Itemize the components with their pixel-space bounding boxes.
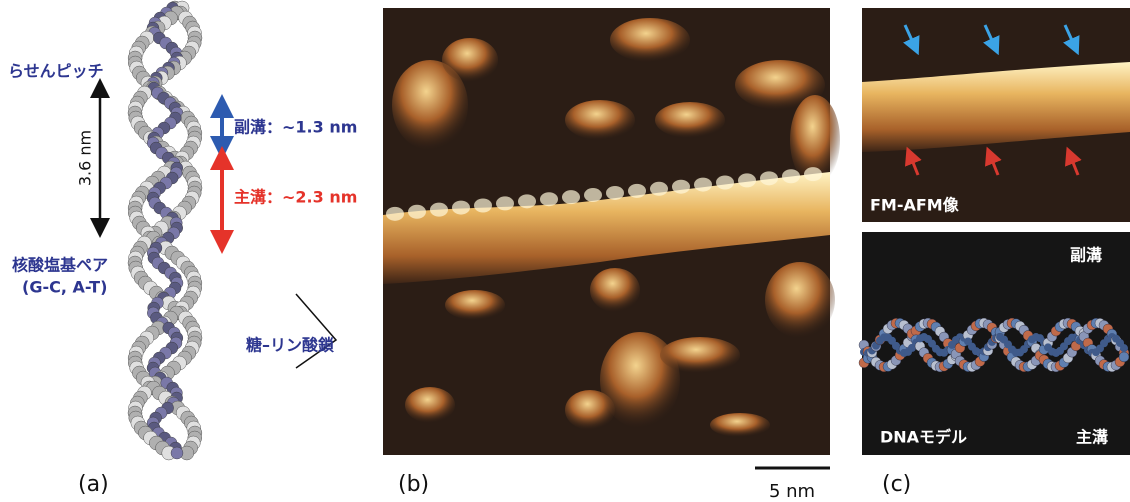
label-helix-pitch: らせんピッチ	[8, 62, 104, 81]
peak	[518, 194, 536, 208]
peak	[562, 190, 580, 204]
peak	[628, 184, 646, 198]
dna-model	[128, 1, 202, 460]
blob	[590, 268, 640, 312]
afm-zoom	[862, 8, 1130, 222]
peak	[782, 169, 800, 183]
label-backbone: 糖–リン酸鎖	[246, 336, 335, 355]
figure: らせんピッチ 3.6 nm 副溝：~1.3 nm 主溝：~2.3 nm 核酸塩基…	[0, 0, 1130, 502]
backbone-bracket	[296, 294, 336, 368]
blob	[565, 390, 615, 430]
blob	[655, 102, 725, 138]
peak	[386, 207, 404, 221]
peak	[804, 167, 822, 181]
scale-bar-label: 5 nm	[769, 481, 815, 502]
label-major-groove: 主溝：~2.3 nm	[234, 188, 357, 207]
blob	[710, 413, 770, 437]
blob	[610, 18, 690, 62]
blob	[405, 387, 455, 423]
atom	[1120, 344, 1128, 352]
peak	[650, 182, 668, 196]
label-pitch-length: 3.6 nm	[76, 130, 95, 186]
peak	[760, 171, 778, 185]
blob	[565, 100, 635, 140]
peak	[738, 173, 756, 187]
label-major-groove-c: 主溝	[1076, 428, 1108, 447]
blob	[765, 262, 835, 338]
label-base-pair-types: (G-C, A-T)	[22, 278, 107, 297]
blob	[660, 337, 740, 373]
blob	[445, 290, 505, 320]
label-afm: FM-AFM像	[870, 196, 960, 215]
afm-image	[383, 8, 840, 455]
label-minor-groove: 副溝：~1.3 nm	[234, 118, 357, 137]
label-base-pair: 核酸塩基ペア	[12, 256, 108, 275]
label-model: DNAモデル	[880, 428, 967, 447]
peak	[694, 178, 712, 192]
blob	[442, 38, 498, 82]
label-minor-groove-c: 副溝	[1070, 246, 1102, 265]
atom	[1119, 352, 1129, 362]
peak	[496, 196, 514, 210]
peak	[672, 180, 690, 194]
peak	[716, 176, 734, 190]
panel-label: (b)	[398, 472, 429, 497]
panel-label: (c)	[882, 472, 911, 497]
peak	[606, 186, 624, 200]
atom	[171, 447, 183, 459]
peak	[474, 199, 492, 213]
peak	[408, 205, 426, 219]
peak	[452, 201, 470, 215]
panel-label: (a)	[78, 472, 109, 497]
peak	[584, 188, 602, 202]
peak	[430, 203, 448, 217]
peak	[540, 192, 558, 206]
